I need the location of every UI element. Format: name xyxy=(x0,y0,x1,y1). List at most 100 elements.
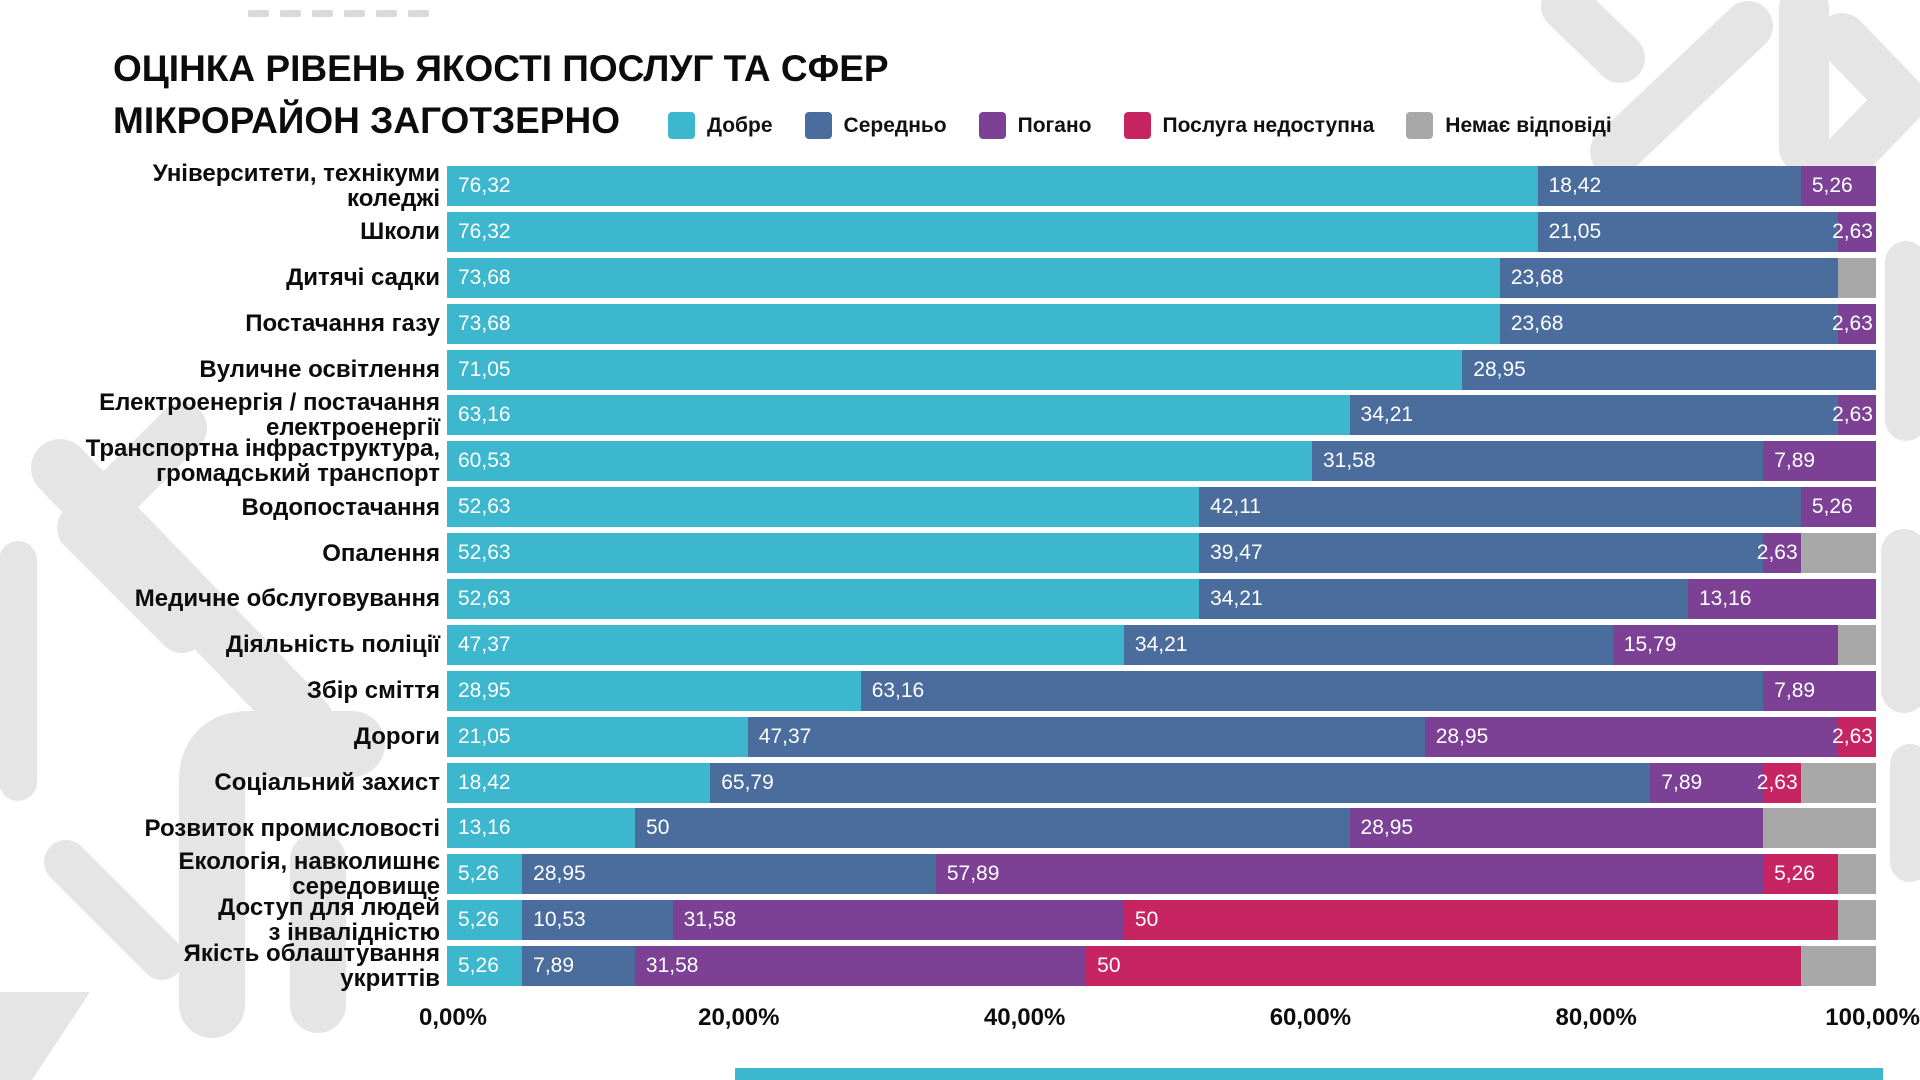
segment-value: 5,26 xyxy=(458,908,499,932)
legend-item-no-answer: Немає відповіді xyxy=(1406,112,1612,139)
top-dashes xyxy=(248,10,429,17)
bar-row: Соціальний захист 18,42 65,79 7,89 2,63 xyxy=(0,762,1876,803)
legend-item-good: Добре xyxy=(668,112,773,139)
legend-item-bad: Погано xyxy=(978,112,1092,139)
bar-segment-good: 76,32 xyxy=(447,166,1538,206)
bar-segment-average: 63,16 xyxy=(860,670,1764,711)
bar-segment-average: 28,95 xyxy=(522,854,936,895)
legend-label-no-answer: Немає відповіді xyxy=(1445,113,1612,137)
bar-segment-no-answer xyxy=(1800,762,1876,803)
legend-label-average: Середньо xyxy=(843,113,947,137)
stacked-bar: 52,63 42,11 5,26 xyxy=(447,487,1876,528)
decor-arrow-stroke xyxy=(1590,1,1773,177)
segment-value: 65,79 xyxy=(721,770,774,794)
category-label: Дитячі садки xyxy=(286,264,440,292)
chart-title-line1: ОЦІНКА РІВЕНЬ ЯКОСТІ ПОСЛУГ ТА СФЕР xyxy=(113,48,889,89)
segment-value: 39,47 xyxy=(1210,541,1263,565)
bar-row: Дороги 21,05 47,37 28,95 2,63 xyxy=(0,716,1876,757)
bar-segment-good: 73,68 xyxy=(447,303,1500,344)
segment-value: 52,63 xyxy=(458,541,511,565)
bar-segment-good: 18,42 xyxy=(447,762,711,803)
segment-value: 34,21 xyxy=(1210,587,1263,611)
bar-row: Екологія, навколишнє середовище 5,26 28,95… xyxy=(0,849,1876,900)
bar-segment-good: 63,16 xyxy=(447,395,1350,436)
bar-row: Вуличне освітлення 71,05 28,95 xyxy=(0,349,1876,390)
decor-bent-arm xyxy=(179,711,385,1038)
bar-row: Школи 76,32 21,05 2,63 xyxy=(0,211,1876,252)
category-label: Університети, технікуми коледжі xyxy=(152,159,440,212)
category-label: Медичне обслуговування xyxy=(134,585,440,613)
segment-value: 50 xyxy=(1097,954,1121,978)
segment-value: 13,16 xyxy=(1698,587,1752,611)
segment-value: 2,63 xyxy=(1756,541,1798,565)
segment-value: 7,89 xyxy=(533,954,575,978)
stacked-bar: 5,26 10,53 31,58 50 xyxy=(447,900,1876,941)
decor-dash xyxy=(376,10,397,17)
decor-dash xyxy=(312,10,333,17)
category-label: Електроенергія / постачання електроенерг… xyxy=(99,389,440,442)
segment-value: 34,21 xyxy=(1134,632,1188,656)
segment-value: 23,68 xyxy=(1510,311,1564,335)
segment-value: 47,37 xyxy=(458,632,511,656)
segment-value: 2,63 xyxy=(1831,311,1873,335)
segment-value: 50 xyxy=(1134,908,1159,932)
segment-value: 5,26 xyxy=(1811,495,1853,519)
category-label: Діяльність поліції xyxy=(225,631,440,659)
bar-segment-unavailable: 2,63 xyxy=(1832,716,1876,757)
legend-label-good: Добре xyxy=(707,113,773,137)
category-label: Транспортна інфраструктура, громадський … xyxy=(85,435,440,488)
legend-item-average: Середньо xyxy=(804,112,947,139)
stacked-bar: 76,32 18,42 5,26 xyxy=(447,166,1876,206)
bar-segment-average: 28,95 xyxy=(1462,349,1876,390)
bar-segment-bad: 2,63 xyxy=(1832,395,1876,436)
footer-accent-bar xyxy=(735,1068,1883,1080)
stacked-bar: 21,05 47,37 28,95 2,63 xyxy=(447,716,1876,757)
legend-swatch-unavailable xyxy=(1123,112,1151,139)
bar-row: Електроенергія / постачання електроенерг… xyxy=(0,390,1876,441)
segment-value: 31,58 xyxy=(683,908,737,932)
stacked-bar: 13,16 50 28,95 xyxy=(447,808,1876,849)
bar-segment-average: 47,37 xyxy=(747,716,1425,757)
stacked-bar: 18,42 65,79 7,89 2,63 xyxy=(447,762,1876,803)
bar-row: Університети, технікуми коледжі 76,32 18,4… xyxy=(0,161,1876,211)
legend-label-unavailable: Послуга недоступна xyxy=(1162,113,1375,137)
category-label: Розвиток промисловості xyxy=(144,814,440,842)
stacked-bar: 73,68 23,68 2,63 xyxy=(447,303,1876,344)
category-label: Дороги xyxy=(353,723,440,751)
decor-chevron xyxy=(1817,13,1920,187)
segment-value: 2,63 xyxy=(1832,403,1873,427)
decor-dash xyxy=(248,10,269,17)
segment-value: 63,16 xyxy=(871,678,925,702)
segment-value: 28,95 xyxy=(1473,357,1526,381)
bar-segment-average: 7,89 xyxy=(522,946,635,987)
bar-segment-no-answer xyxy=(1763,808,1876,849)
segment-value: 31,58 xyxy=(1322,449,1376,473)
segment-value: 31,58 xyxy=(645,954,699,978)
segment-value: 50 xyxy=(646,816,670,840)
bar-segment-unavailable: 5,26 xyxy=(1763,854,1839,895)
category-label: Доступ для людей з інвалідністю xyxy=(218,894,440,947)
segment-value: 71,05 xyxy=(458,357,511,381)
category-label: Соціальний захист xyxy=(214,768,440,796)
stacked-bar: 52,63 34,21 13,16 xyxy=(447,579,1876,620)
category-label: Якість облаштування укриттів xyxy=(183,939,440,993)
bar-segment-no-answer xyxy=(1800,946,1876,987)
bar-segment-bad: 2,63 xyxy=(1832,303,1876,344)
bar-segment-bad: 13,16 xyxy=(1687,579,1876,620)
bar-segment-average: 39,47 xyxy=(1199,533,1764,574)
bar-segment-good: 5,26 xyxy=(447,946,523,987)
segment-value: 18,42 xyxy=(1548,174,1602,197)
bar-segment-bad: 7,89 xyxy=(1650,762,1764,803)
bar-segment-good: 76,32 xyxy=(447,211,1538,252)
bar-row: Медичне обслуговування 52,63 34,21 13,16 xyxy=(0,579,1876,620)
bar-segment-average: 34,21 xyxy=(1123,624,1613,665)
stacked-bar: 5,26 7,89 31,58 50 xyxy=(447,946,1876,987)
decor-triangle xyxy=(0,992,90,1080)
segment-value: 76,32 xyxy=(458,174,511,197)
stacked-bar: 5,26 28,95 57,89 5,26 xyxy=(447,854,1876,895)
segment-value: 7,89 xyxy=(1774,678,1816,702)
legend-label-bad: Погано xyxy=(1017,113,1092,137)
bar-segment-bad: 2,63 xyxy=(1757,533,1801,574)
